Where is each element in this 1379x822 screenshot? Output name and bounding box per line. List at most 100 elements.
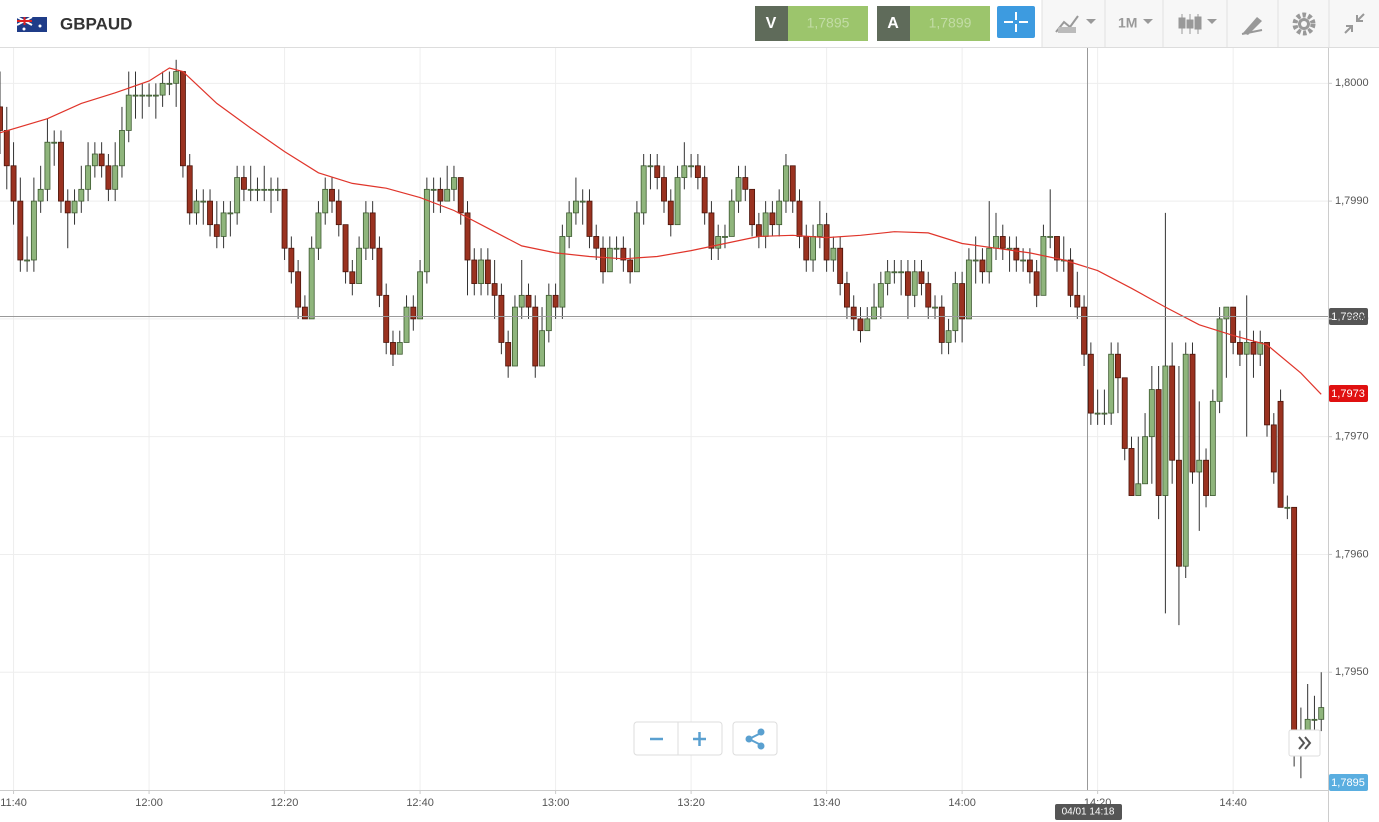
candle: [925, 271, 932, 319]
candle: [376, 236, 383, 308]
candle-body: [322, 188, 329, 214]
candle-body: [1006, 247, 1013, 250]
x-tick-label: 13:20: [677, 797, 705, 809]
sell-button[interactable]: V 1,7895: [755, 6, 868, 41]
candle: [403, 295, 410, 343]
timeframe-button[interactable]: 1M: [1118, 15, 1153, 31]
candle: [1311, 695, 1318, 732]
candle: [600, 236, 606, 284]
candle-body: [796, 200, 803, 237]
candle-body: [600, 247, 606, 273]
candle: [552, 283, 559, 319]
candle: [837, 236, 844, 296]
candle-body: [837, 247, 844, 284]
candle: [369, 201, 376, 260]
candle: [1189, 342, 1196, 484]
candle-body: [864, 318, 871, 332]
candle-body: [654, 165, 661, 178]
chart-type-button[interactable]: [1055, 15, 1096, 33]
candle-body: [1020, 259, 1027, 262]
candle: [1054, 236, 1060, 272]
candle-body: [1040, 236, 1047, 296]
candle-body: [755, 224, 762, 237]
candle-body: [1162, 365, 1169, 496]
candle-body: [606, 247, 613, 273]
candle: [1155, 366, 1162, 520]
sell-label: V: [766, 15, 777, 32]
candle-body: [708, 212, 715, 249]
candle-body: [17, 200, 24, 261]
candle: [979, 248, 986, 284]
candle: [539, 307, 545, 367]
candle: [715, 224, 722, 260]
last-price: 1,7973: [1331, 388, 1365, 400]
candle: [423, 177, 430, 284]
candle: [146, 83, 153, 107]
candle: [78, 165, 85, 213]
candle: [1101, 389, 1108, 425]
candle-body: [254, 188, 261, 191]
candle-body: [681, 165, 688, 178]
zoom-in-button[interactable]: [693, 732, 706, 746]
candle: [1223, 306, 1230, 378]
candle: [390, 330, 396, 366]
candle: [1060, 236, 1067, 272]
candle: [816, 201, 823, 249]
buy-button[interactable]: A 1,7899: [877, 6, 990, 41]
candle: [694, 154, 701, 190]
draw-tool-button[interactable]: [1241, 17, 1263, 35]
candle: [959, 271, 966, 343]
candle: [1243, 295, 1250, 437]
candle: [173, 59, 180, 107]
candle-body: [1155, 389, 1162, 496]
settings-button[interactable]: [1292, 12, 1316, 36]
candle-body: [735, 177, 742, 202]
y-tick-label: 1,8000: [1335, 77, 1369, 89]
candle: [274, 177, 281, 202]
candle-body: [722, 236, 728, 238]
candle: [1216, 307, 1223, 414]
candle: [10, 142, 17, 225]
crosshair-button[interactable]: [997, 6, 1035, 38]
candle-body: [335, 200, 342, 226]
candle: [3, 106, 10, 190]
candle: [159, 71, 166, 107]
candle: [484, 248, 491, 296]
current-price-box: [1329, 774, 1368, 791]
timeframe: 1M: [1118, 15, 1137, 31]
candle-body: [633, 212, 640, 273]
candle-body: [247, 188, 254, 191]
candle-body: [234, 177, 241, 214]
candle-body: [505, 342, 512, 367]
candle: [722, 224, 728, 249]
candle: [1148, 366, 1155, 484]
candle-body: [647, 165, 654, 168]
share-button[interactable]: [732, 721, 778, 756]
candle: [904, 260, 911, 319]
candle: [938, 295, 945, 355]
candle-body: [1257, 342, 1264, 355]
candle-body: [437, 188, 444, 202]
candle: [491, 260, 498, 319]
candle-body: [938, 306, 945, 343]
candle-body: [532, 306, 539, 367]
candle: [1087, 342, 1094, 425]
candle-body: [993, 236, 999, 249]
candle-body: [51, 141, 58, 144]
candle-body: [911, 271, 918, 296]
candle: [1115, 342, 1121, 414]
scroll-latest-button[interactable]: [1288, 729, 1321, 757]
candle: [681, 142, 688, 190]
collapse-button[interactable]: [1344, 13, 1365, 34]
candle: [891, 260, 898, 284]
candle-body: [918, 271, 925, 284]
candle-body: [1047, 236, 1054, 238]
candle-body: [694, 165, 701, 178]
candle-style-button[interactable]: [1178, 14, 1217, 34]
candle: [572, 177, 579, 225]
candle: [627, 248, 634, 284]
candle-body: [268, 188, 274, 191]
candle-body: [1304, 718, 1311, 732]
candle: [234, 165, 241, 225]
